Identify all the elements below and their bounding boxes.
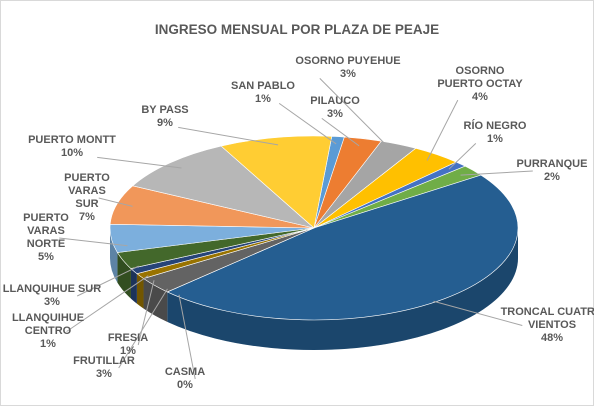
leader-line xyxy=(76,265,139,297)
category-label: PUERTO VARAS SUR xyxy=(64,172,110,210)
leader-line xyxy=(278,102,337,145)
slice xyxy=(166,174,519,321)
data-label: LLANQUIHUE CENTRO 1% xyxy=(9,312,87,351)
value-label: 1% xyxy=(255,93,271,105)
leader-line xyxy=(448,143,477,170)
slice-side xyxy=(130,268,137,304)
category-label: TRONCAL CUATRO VIENTOS xyxy=(500,306,594,331)
category-label: OSORNO PUERTO OCTAY xyxy=(437,65,523,90)
value-label: 0% xyxy=(177,379,193,391)
data-label: TRONCAL CUATRO VIENTOS 48% xyxy=(495,306,594,345)
leader-line xyxy=(98,197,133,207)
data-label: SAN PABLO 1% xyxy=(228,80,298,106)
side-shade xyxy=(117,252,131,299)
value-label: 7% xyxy=(79,211,95,223)
slice-side xyxy=(143,278,168,322)
data-label: CASMA 0% xyxy=(160,366,210,392)
data-label: FRESIA 1% xyxy=(103,332,153,358)
tops xyxy=(109,135,519,321)
slice-side xyxy=(110,228,118,283)
side-shade xyxy=(130,268,137,304)
leader-line xyxy=(137,280,155,346)
value-label: 1% xyxy=(487,133,503,145)
slice xyxy=(132,145,315,229)
slice-side xyxy=(117,252,131,299)
value-label: 3% xyxy=(96,368,112,380)
value-label: 48% xyxy=(540,332,564,344)
category-label: PUERTO MONTT xyxy=(28,134,116,146)
side-shade xyxy=(136,273,144,309)
category-label: PILAUCO xyxy=(310,95,360,107)
category-label: OSORNO PUYEHUE xyxy=(295,55,401,67)
value-label: 3% xyxy=(340,68,356,80)
side-shade xyxy=(110,228,118,283)
leader-line xyxy=(321,117,360,147)
value-label: 4% xyxy=(472,91,488,103)
category-label: PURRANQUE xyxy=(516,158,588,170)
value-label: 10% xyxy=(60,147,84,159)
sides xyxy=(110,228,518,351)
leader-line xyxy=(97,156,182,169)
category-label: LLANQUIHUE CENTRO xyxy=(11,312,85,337)
category-label: RÍO NEGRO xyxy=(463,120,527,132)
data-label: OSORNO PUERTO OCTAY 4% xyxy=(435,65,525,104)
data-label: OSORNO PUYEHUE 3% xyxy=(293,55,403,81)
category-label: FRUTILLAR xyxy=(73,355,135,367)
value-label: 3% xyxy=(327,108,343,120)
value-label: 3% xyxy=(44,296,60,308)
slice xyxy=(220,135,333,229)
data-label: RÍO NEGRO 1% xyxy=(455,120,535,146)
leader-line xyxy=(59,237,128,247)
data-label: LLANQUIHUE SUR 3% xyxy=(2,283,102,309)
data-label: PUERTO VARAS SUR 7% xyxy=(60,172,115,224)
value-label: 9% xyxy=(157,117,173,129)
data-label: FRUTILLAR 3% xyxy=(72,355,137,381)
category-label: SAN PABLO xyxy=(231,80,295,92)
leader-line xyxy=(460,170,533,176)
leader-line xyxy=(66,275,149,332)
leader-line xyxy=(426,99,459,161)
leader-line xyxy=(319,78,393,152)
data-label: PURRANQUE 2% xyxy=(512,158,592,184)
leader-line xyxy=(433,300,523,326)
leader-line xyxy=(178,126,279,146)
leader-line xyxy=(178,294,196,380)
side-shade xyxy=(143,278,168,322)
data-label: PUERTO MONTT 10% xyxy=(22,134,122,160)
category-label: BY PASS xyxy=(141,104,189,116)
value-label: 2% xyxy=(544,171,560,183)
chart-title: INGRESO MENSUAL POR PLAZA DE PEAJE xyxy=(154,22,440,37)
slice-side xyxy=(167,228,518,351)
category-label: PUERTO VARAS NORTE xyxy=(23,212,69,250)
leader-line xyxy=(118,288,168,369)
category-label: FRESIA xyxy=(107,332,149,344)
side-shade xyxy=(167,228,518,351)
value-label: 5% xyxy=(38,251,54,263)
data-label: PILAUCO 3% xyxy=(305,95,365,121)
value-label: 1% xyxy=(40,338,56,350)
data-label: PUERTO VARAS NORTE 5% xyxy=(16,212,76,264)
category-label: LLANQUIHUE SUR xyxy=(2,283,102,295)
category-label: CASMA xyxy=(164,366,206,378)
value-label: 1% xyxy=(120,345,136,357)
data-label: BY PASS 9% xyxy=(135,104,195,130)
